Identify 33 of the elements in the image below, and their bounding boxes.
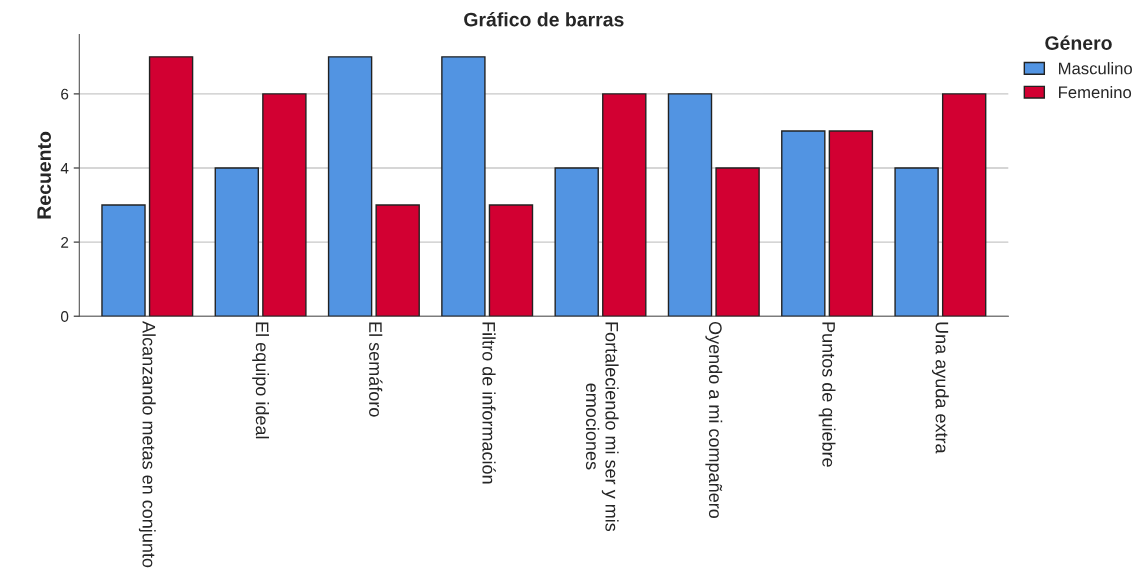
bar [262,93,307,317]
x-tick-label: El equipo ideal [252,322,270,439]
bar [828,130,874,317]
legend-title: Género [1045,35,1112,50]
bar [941,93,987,317]
bar [894,167,939,317]
x-tick-label: Puntos de quiebre [818,322,836,467]
bar [602,93,647,317]
y-tick-label: 6 [61,88,69,100]
bar [554,167,599,317]
x-tick-label: Filtro de información [482,322,496,484]
bar [214,167,260,317]
y-axis-title: Recuento [37,131,51,219]
x-tick-label: Alcanzando metas en conjunto [138,321,156,568]
bar [148,56,194,317]
legend-label: Femenino [1059,85,1132,99]
bar [667,93,713,317]
legend-label: Masculino [1059,62,1132,75]
bar [327,56,373,317]
bar [488,204,534,317]
y-tick-label: 4 [60,163,69,174]
x-tick-label: Oyendo a mi compañero [705,321,723,519]
bar [101,204,146,317]
y-tick-label: 0 [60,311,69,322]
bar [715,167,760,317]
bar [375,204,420,317]
x-tick-label: Fortaleciendo mi ser y mis emociones [585,322,619,532]
x-tick-label: Una ayuda extra [931,322,949,454]
bar [781,130,826,317]
bar [441,56,486,317]
chart-title: Gráfico de barras [464,12,624,27]
y-tick-label: 2 [61,236,69,248]
x-tick-label: El semáforo [369,322,383,417]
